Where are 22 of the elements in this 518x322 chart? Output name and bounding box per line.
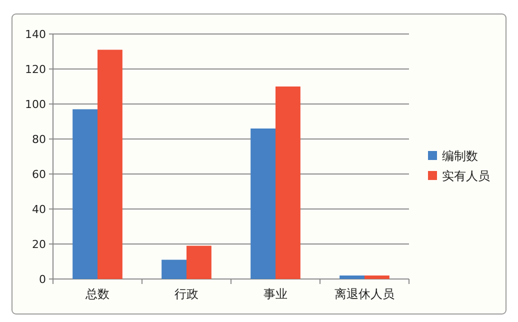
bar — [364, 276, 390, 279]
bar — [276, 86, 300, 279]
y-tick-label: 40 — [32, 203, 46, 216]
y-tick-label: 60 — [32, 168, 46, 181]
bar — [162, 260, 186, 279]
bar — [98, 50, 122, 279]
x-tick-label: 离退休人员 — [334, 287, 394, 301]
legend-label: 实有人员 — [442, 169, 490, 183]
x-tick-label: 行政 — [174, 287, 198, 301]
bar — [186, 246, 212, 279]
y-tick-label: 100 — [25, 98, 46, 111]
y-tick-label: 0 — [39, 273, 46, 286]
x-tick-label: 事业 — [264, 287, 288, 301]
x-tick-label: 总数 — [84, 287, 110, 301]
bar — [340, 276, 364, 279]
y-tick-label: 120 — [25, 63, 46, 76]
y-tick-label: 20 — [32, 238, 46, 251]
y-tick-label: 140 — [25, 28, 46, 41]
y-tick-label: 80 — [32, 133, 46, 146]
bar — [250, 128, 276, 279]
bar — [72, 109, 98, 279]
legend-label: 编制数 — [442, 149, 478, 163]
